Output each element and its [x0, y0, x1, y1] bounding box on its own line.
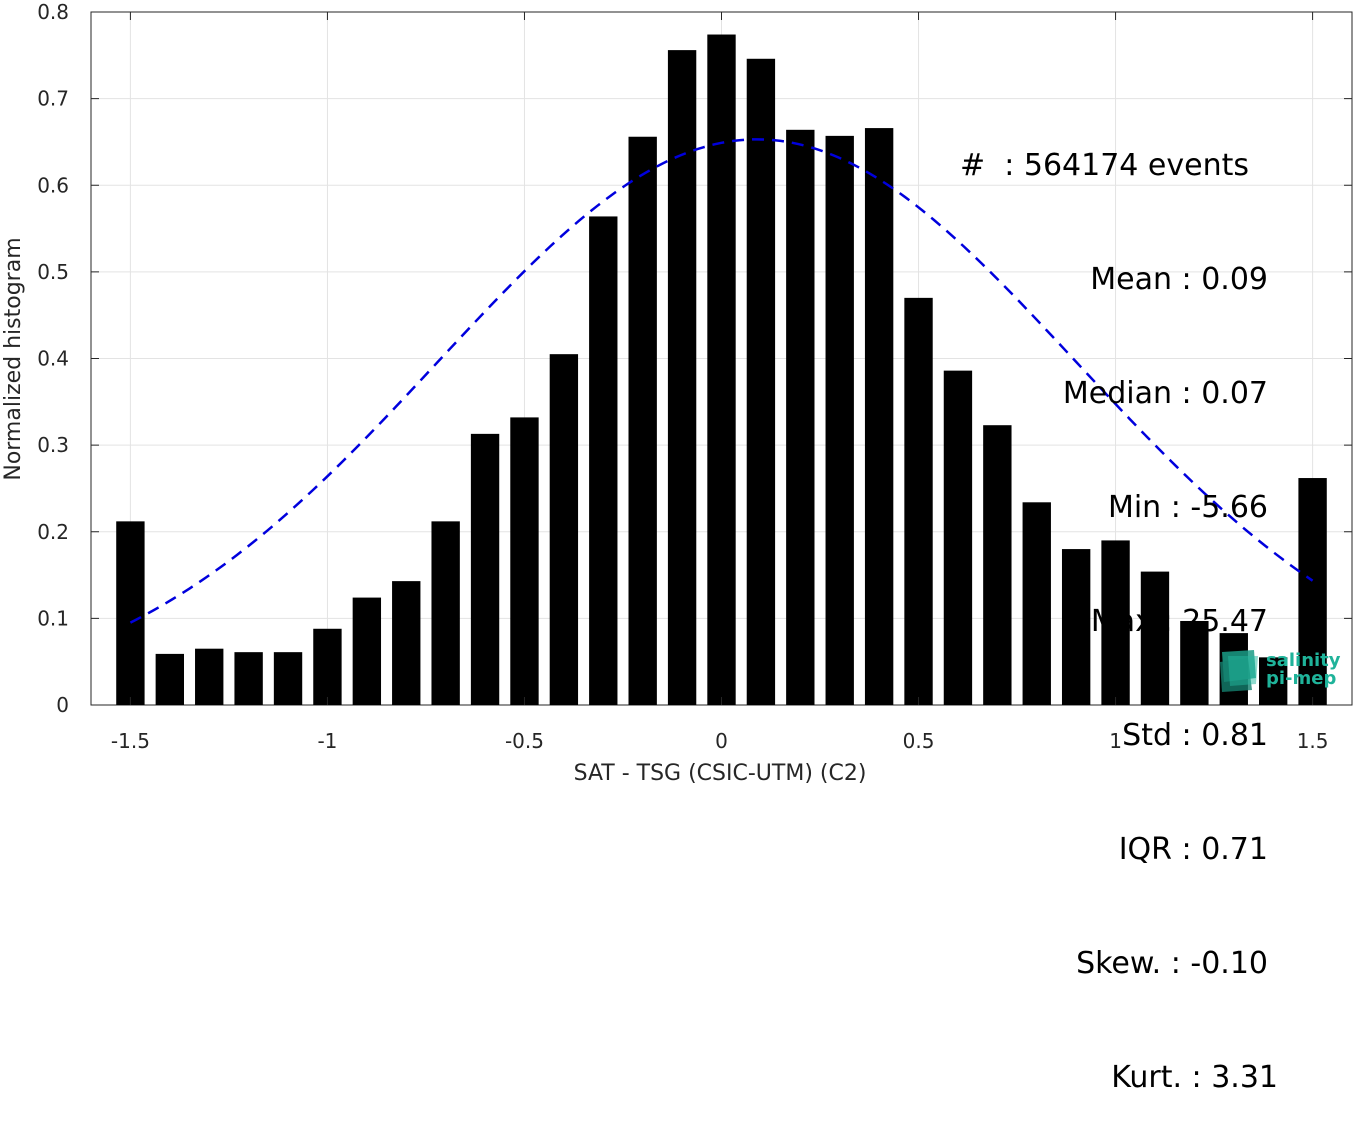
histogram-bar: [1259, 657, 1288, 705]
histogram-bar: [273, 652, 303, 705]
histogram-bars: [116, 34, 1327, 706]
histogram-chart: -1.5 -1 -0.5 0 0.5 1 1.5 0 0.1 0.2 0.3 0.4 0.5 0.6 0.…: [1, 0, 1353, 785]
histogram-bar: [116, 521, 145, 705]
x-tick-label: 0: [715, 729, 728, 753]
histogram-bar: [1298, 478, 1327, 705]
histogram-bar: [352, 597, 382, 705]
histogram-bar: [470, 433, 500, 705]
histogram-bar: [1022, 502, 1051, 705]
histogram-bar: [707, 34, 736, 705]
gaussian-fit-curve: [129, 138, 1314, 624]
cube-logo-icon: [1220, 650, 1258, 692]
histogram-bar: [983, 425, 1012, 705]
histogram-bar: [864, 128, 894, 705]
histogram-bar: [431, 521, 460, 705]
histogram-bar: [746, 58, 776, 705]
stat-std: Std : 0.81: [1122, 718, 1268, 753]
x-tick-label: 0.5: [903, 729, 935, 753]
stat-min: Min : -5.66: [1107, 490, 1268, 525]
histogram-bar: [1061, 549, 1091, 705]
histogram-bar: [392, 581, 421, 705]
y-tick-label: 0.4: [37, 347, 69, 371]
stat-mean: Mean : 0.09: [1090, 262, 1268, 297]
stat-median: Median : 0.07: [1062, 376, 1268, 411]
histogram-bar: [1180, 620, 1209, 705]
x-tick-label: 1: [1109, 729, 1122, 753]
x-axis-label: SAT - TSG (CSIC-UTM) (C2): [574, 761, 867, 785]
histogram-bar: [667, 50, 697, 706]
histogram-bar: [825, 135, 854, 705]
x-tick-label: 1.5: [1297, 729, 1329, 753]
histogram-bar: [589, 216, 618, 705]
stat-kurt: Kurt. : 3.31: [1111, 1060, 1278, 1095]
histogram-bar: [549, 354, 579, 705]
y-tick-label: 0.1: [37, 606, 69, 630]
x-tick-label: -1.5: [111, 729, 150, 753]
histogram-bar: [943, 370, 973, 705]
stat-events: # : 564174 events: [960, 148, 1249, 183]
y-tick-label: 0.6: [37, 173, 69, 197]
y-tick-label: 0.8: [37, 0, 69, 24]
histogram-bar: [195, 648, 224, 705]
histogram-bar: [628, 136, 657, 706]
logo-text-line1: salinity: [1266, 650, 1341, 671]
y-axis-label: Normalized histogram: [1, 237, 26, 480]
y-tick-label: 0.7: [37, 87, 69, 111]
histogram-bar: [1140, 571, 1170, 705]
histogram-bar: [904, 297, 933, 705]
y-tick-label: 0.5: [37, 260, 69, 284]
stat-skew: Skew. : -0.10: [1076, 946, 1268, 981]
x-axis-ticks: -1.5 -1 -0.5 0 0.5 1 1.5: [111, 12, 1329, 753]
y-tick-label: 0.3: [37, 433, 69, 457]
x-tick-label: -0.5: [505, 729, 544, 753]
histogram-bar: [1101, 540, 1130, 705]
histogram-bar: [234, 652, 263, 705]
histogram-bar: [510, 417, 539, 705]
histogram-bar: [155, 653, 184, 705]
y-axis-ticks: 0 0.1 0.2 0.3 0.4 0.5 0.6 0.7 0.8: [37, 0, 1352, 717]
stat-max: Max : 25.47: [1090, 604, 1268, 639]
x-tick-label: -1: [317, 729, 337, 753]
y-tick-label: 0.2: [37, 520, 69, 544]
histogram-bar: [786, 129, 815, 705]
stat-iqr: IQR : 0.71: [1118, 832, 1268, 867]
salinity-pimep-logo: salinity pi-mep: [1216, 648, 1346, 696]
stats-block: # : 564174 events Mean : 0.09 Median : 0…: [960, 71, 1290, 1135]
y-tick-label: 0: [56, 693, 69, 717]
histogram-bar: [313, 628, 342, 705]
logo-text-line2: pi-mep: [1266, 668, 1337, 689]
